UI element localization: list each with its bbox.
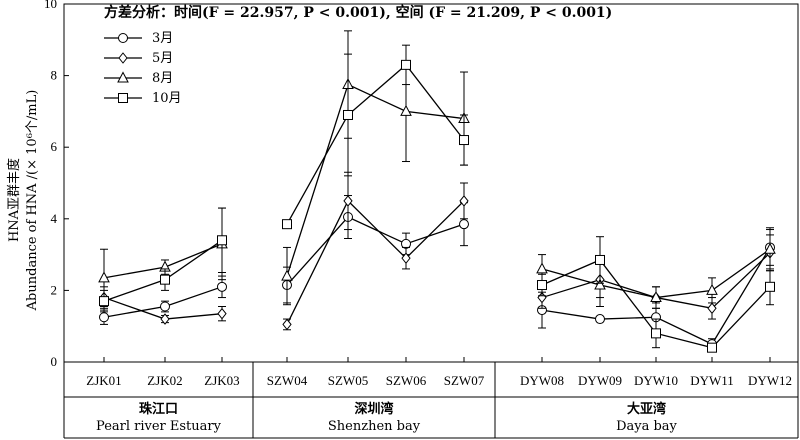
point-marker-triangle <box>98 271 110 283</box>
point-marker-square <box>459 135 469 146</box>
point-marker-square <box>707 342 717 353</box>
point-marker-diamond <box>282 318 292 331</box>
y-tick-label: 0 <box>51 354 58 369</box>
y-tick-label: 10 <box>44 0 57 11</box>
point-marker-circle <box>595 314 605 325</box>
point-marker-square <box>343 109 353 120</box>
anova-annotation: 方差分析：时间(F = 22.957, P < 0.001), 空间 (F = … <box>104 4 612 21</box>
point-marker-square <box>160 274 170 285</box>
point-marker-triangle <box>400 104 412 116</box>
x-tick-label: SZW04 <box>267 373 308 388</box>
group-label-cn: 深圳湾 <box>354 401 393 417</box>
series-circle <box>99 195 775 350</box>
legend-label: 3月 <box>152 31 173 46</box>
point-marker-triangle <box>594 278 606 290</box>
series-layer <box>98 30 776 353</box>
point-marker-square <box>118 93 128 103</box>
x-tick-label: SZW05 <box>328 373 368 388</box>
y-tick-label: 4 <box>51 211 58 226</box>
point-marker-square <box>401 59 411 70</box>
point-marker-triangle <box>117 71 129 83</box>
group-label-en: Pearl river Estuary <box>96 419 222 434</box>
x-tick-label: DYW12 <box>748 373 792 388</box>
point-marker-square <box>765 281 775 292</box>
x-tick-label: ZJK01 <box>86 373 121 388</box>
legend-label: 5月 <box>152 51 173 66</box>
point-marker-circle <box>160 301 170 312</box>
y-axis-title: HNA亚群丰度 Abundance of HNA /(× 10⁶个/mL) <box>6 90 40 312</box>
point-marker-diamond <box>401 252 411 264</box>
series-line-segment <box>286 199 465 325</box>
plot-frame <box>63 3 799 439</box>
x-tick-label: DYW11 <box>690 373 734 388</box>
x-tick-label: DYW09 <box>578 373 622 388</box>
series-square <box>99 44 775 353</box>
point-marker-triangle <box>706 283 718 295</box>
y-axis-label-en: Abundance of HNA /(× 10⁶个/mL) <box>25 90 40 312</box>
y-tick-label: 8 <box>51 68 58 83</box>
point-marker-diamond <box>160 313 170 325</box>
group-label-cn: 珠江口 <box>139 401 178 417</box>
point-marker-triangle <box>650 290 662 303</box>
x-tick-label: DYW08 <box>520 373 564 388</box>
point-marker-square <box>595 254 605 265</box>
series-diamond <box>99 171 775 331</box>
point-marker-triangle <box>536 262 548 274</box>
x-tick-label: SZW07 <box>444 373 485 388</box>
series-line-segment <box>286 83 465 277</box>
point-marker-diamond <box>217 307 227 320</box>
point-marker-circle <box>459 219 469 230</box>
x-tick-label: DYW10 <box>634 373 678 388</box>
point-marker-square <box>282 219 292 230</box>
labels-layer: 0 2 4 6 8 10 ZJK01 ZJK02 ZJK03 SZW04 SZW05 SZW06 SZW… <box>44 0 792 434</box>
y-axis-label-cn: HNA亚群丰度 <box>6 158 22 242</box>
x-tick-label: SZW06 <box>386 373 427 388</box>
point-marker-triangle <box>281 269 293 281</box>
series-line-segment <box>103 243 223 279</box>
point-marker-square <box>651 328 661 339</box>
axes <box>64 3 771 363</box>
legend-label: 8月 <box>152 71 173 86</box>
x-tick-label: ZJK03 <box>204 373 239 388</box>
point-marker-square <box>217 235 227 246</box>
point-marker-diamond <box>459 195 469 207</box>
y-tick-label: 2 <box>51 282 58 297</box>
point-marker-triangle <box>764 242 776 254</box>
legend: 3月 5月 8月 10月 <box>104 31 182 106</box>
point-marker-circle <box>217 281 227 292</box>
point-marker-circle <box>99 312 109 323</box>
y-tick-label: 6 <box>51 139 58 154</box>
point-marker-square <box>99 296 109 307</box>
point-marker-diamond <box>118 52 128 64</box>
group-label-en: Daya bay <box>616 419 677 434</box>
point-marker-circle <box>118 33 128 43</box>
point-marker-square <box>537 280 547 291</box>
group-label-cn: 大亚湾 <box>627 401 666 417</box>
x-tick-label: ZJK02 <box>147 373 182 388</box>
group-label-en: Shenzhen bay <box>328 419 421 434</box>
plot-border <box>63 3 799 363</box>
series-triangle <box>98 30 776 309</box>
point-marker-diamond <box>343 195 353 207</box>
point-marker-diamond <box>707 302 717 315</box>
legend-label: 10月 <box>152 91 182 106</box>
series-line-segment <box>286 63 465 225</box>
